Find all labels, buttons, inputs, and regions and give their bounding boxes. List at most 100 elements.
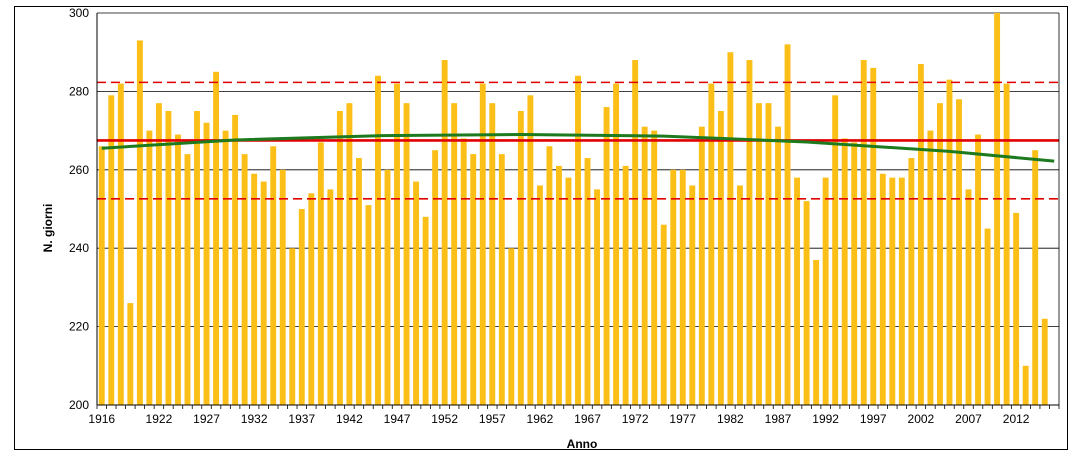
bar-1939 — [317, 142, 324, 406]
bar-1964 — [555, 165, 562, 405]
bar-1999 — [889, 177, 896, 405]
x-tick-label: 1972 — [622, 412, 649, 426]
bar-1979 — [698, 126, 705, 406]
bars — [98, 13, 1048, 406]
bar-1984 — [746, 60, 753, 405]
x-tick-label: 1916 — [88, 412, 115, 426]
bar-1990 — [803, 201, 810, 405]
x-tick-label: 1992 — [812, 412, 839, 426]
bar-1926 — [194, 111, 200, 405]
x-tick-label: 2002 — [908, 412, 935, 426]
axes: 200 220 240 260 280 300 1916 1922 1927 1932 1937 19… — [69, 6, 1060, 426]
bar-1977 — [679, 169, 686, 405]
bar-2008 — [975, 134, 981, 405]
x-tick-label: 1997 — [860, 412, 887, 426]
x-tick-label: 1922 — [146, 412, 173, 426]
bar-1959 — [508, 248, 515, 405]
x-axis-label: Anno — [567, 437, 598, 451]
bar-1969 — [603, 107, 610, 405]
bar-1921 — [146, 130, 153, 405]
bar-2001 — [908, 158, 915, 405]
bar-1991 — [813, 259, 820, 405]
bar-2002 — [917, 63, 924, 406]
bar-1937 — [298, 209, 305, 405]
bar-1986 — [765, 103, 772, 405]
bar-1951 — [432, 150, 439, 405]
bar-1955 — [470, 154, 477, 405]
bar-1956 — [479, 83, 486, 405]
x-tick-label: 1927 — [193, 412, 220, 426]
bar-1922 — [155, 103, 162, 405]
x-tick-label: 1967 — [574, 412, 601, 426]
bar-1936 — [289, 248, 296, 405]
x-tick-label: 1932 — [241, 412, 268, 426]
bar-1957 — [489, 103, 496, 405]
bar-2010 — [994, 13, 1001, 405]
bar-1928 — [213, 71, 220, 406]
bar-1983 — [736, 185, 743, 405]
y-axis-label: N. giorni — [41, 204, 55, 253]
bar-1981 — [717, 111, 724, 405]
x-tick-label: 2007 — [955, 412, 982, 426]
bar-1988 — [784, 44, 791, 406]
bar-1947 — [394, 83, 400, 405]
bar-1975 — [660, 224, 667, 405]
bar-1962 — [536, 185, 543, 405]
bar-1989 — [794, 177, 801, 405]
bar-1972 — [632, 60, 639, 405]
bar-1982 — [727, 52, 734, 405]
bar-1954 — [460, 138, 467, 405]
bar-1950 — [422, 216, 429, 405]
bar-2006 — [956, 99, 962, 406]
bar-1994 — [841, 138, 848, 405]
bar-1935 — [279, 169, 286, 405]
bar-1940 — [327, 189, 334, 405]
bar-1963 — [546, 146, 553, 405]
bar-1998 — [879, 173, 886, 405]
bar-1958 — [498, 154, 505, 405]
y-tick-label: 300 — [69, 6, 89, 20]
bar-2011 — [1003, 83, 1010, 405]
bar-1961 — [527, 95, 534, 405]
bar-1973 — [641, 126, 648, 406]
bar-1942 — [346, 103, 353, 405]
x-tick-label: 1957 — [479, 412, 506, 426]
bar-1997 — [870, 67, 877, 405]
bar-1941 — [336, 111, 343, 405]
x-tick-label: 1952 — [431, 412, 458, 426]
bar-1992 — [822, 177, 829, 405]
bar-1933 — [260, 181, 267, 405]
bar-1948 — [403, 103, 410, 405]
bar-1968 — [594, 189, 601, 405]
bar-2014 — [1032, 150, 1039, 405]
bar-2015 — [1041, 318, 1048, 405]
bar-1925 — [184, 154, 191, 405]
bar-1927 — [203, 122, 210, 405]
bar-2005 — [946, 79, 953, 405]
bar-1966 — [575, 75, 581, 405]
x-tick-label: 1962 — [527, 412, 554, 426]
y-tick-label: 260 — [69, 163, 89, 177]
bar-1932 — [251, 173, 258, 405]
bar-1985 — [756, 103, 762, 405]
bar-1953 — [451, 103, 458, 405]
bar-1952 — [441, 60, 448, 405]
bar-1944 — [365, 205, 372, 405]
y-tick-label: 220 — [69, 320, 89, 334]
bar-1987 — [775, 126, 781, 406]
bar-1980 — [708, 83, 715, 405]
bar-1995 — [851, 142, 858, 406]
bar-1917 — [108, 95, 115, 405]
bar-1976 — [670, 169, 677, 405]
bar-1919 — [127, 303, 134, 405]
bar-1996 — [860, 60, 867, 405]
trend-line — [101, 133, 1055, 163]
x-tick-label: 1982 — [717, 412, 744, 426]
bar-2009 — [984, 228, 991, 405]
y-tick-label: 280 — [69, 84, 89, 98]
bar-1934 — [270, 146, 277, 405]
y-tick-label: 200 — [69, 398, 89, 412]
bar-2004 — [936, 103, 943, 405]
bar-1931 — [241, 154, 248, 405]
